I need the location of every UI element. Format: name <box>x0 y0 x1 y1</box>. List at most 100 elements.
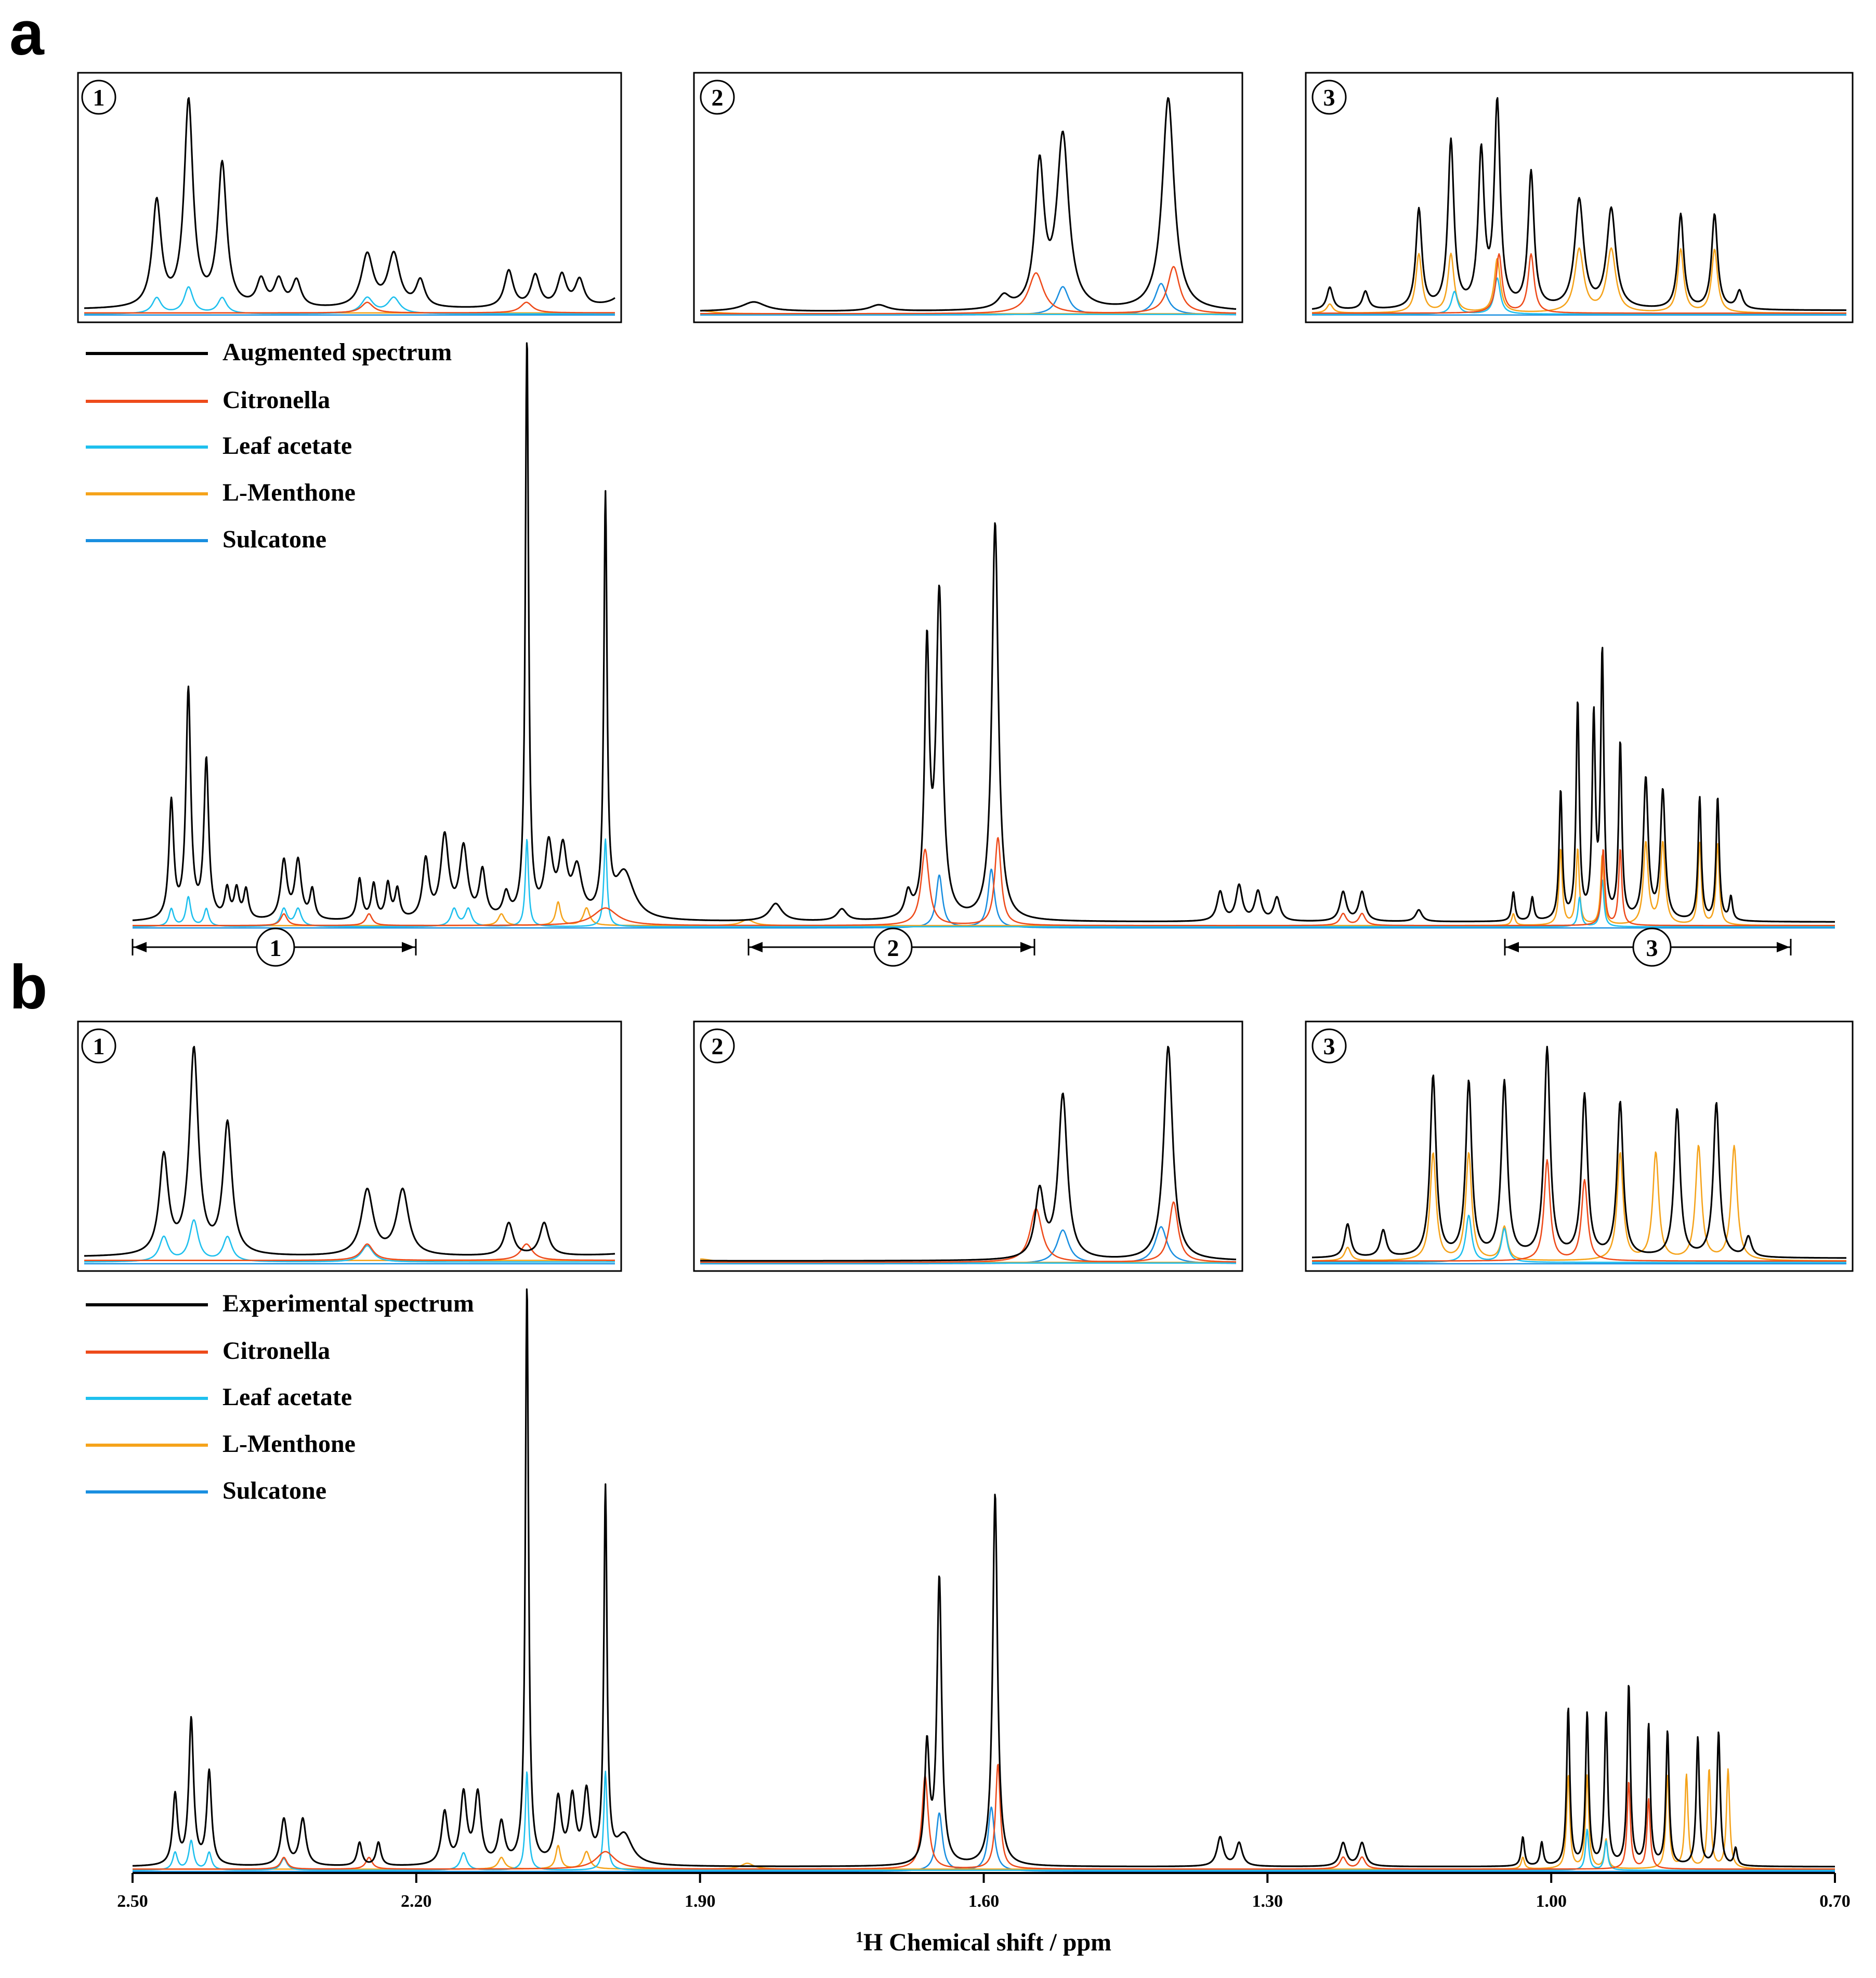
x-axis-ticks: 2.50 2.20 1.90 1.60 1.30 1.00 0.70 <box>117 1873 1851 1911</box>
legend-item-l-menthone: L-Menthone <box>86 1430 356 1458</box>
inset-badge <box>81 1028 116 1064</box>
series-line-leaf-acetate <box>132 1771 1835 1871</box>
x-tick: 2.20 <box>401 1873 432 1911</box>
x-tick-label: 1.90 <box>685 1892 716 1911</box>
panel-a-legend: Augmented spectrum Citronella Leaf aceta… <box>86 338 452 553</box>
inset-badge-label: 1 <box>93 84 105 111</box>
inset-badge-label: 2 <box>712 84 724 111</box>
panel-a: a 1 2 3 Augmented spectrum <box>9 0 1854 967</box>
series-line-leaf-acetate <box>132 838 1835 927</box>
inset-frame <box>1305 1020 1854 1272</box>
panel-a-main-spectrum <box>132 342 1835 929</box>
series-line-experimental-spectrum <box>132 1288 1835 1868</box>
bracket-arrow-right <box>402 942 415 952</box>
legend-item-sulcatone: Sulcatone <box>86 1477 326 1504</box>
legend-item-experimental: Experimental spectrum <box>86 1290 474 1317</box>
x-axis-label-main: H Chemical shift / ppm <box>863 1929 1111 1956</box>
region-bracket-1: 1 <box>132 927 417 967</box>
series-line-citronella <box>84 1243 615 1261</box>
inset-badge <box>81 80 116 115</box>
legend-item-augmented: Augmented spectrum <box>86 338 452 366</box>
panel-a-region-brackets: 1 2 3 <box>132 927 1792 967</box>
bracket-arrow-right <box>1020 942 1033 952</box>
series-line-citronella <box>700 1201 1236 1263</box>
inset-badge <box>700 1028 735 1064</box>
series-line-augmented-spectrum <box>132 342 1835 923</box>
inset-traces <box>1311 97 1847 316</box>
inset-badge <box>1311 1028 1347 1064</box>
panel-b-legend: Experimental spectrum Citronella Leaf ac… <box>86 1290 474 1504</box>
x-tick-label: 1.60 <box>968 1892 1000 1911</box>
legend-item-leaf-acetate: Leaf acetate <box>86 432 352 460</box>
x-tick-label: 2.20 <box>401 1892 432 1911</box>
bracket-arrow-left <box>750 942 763 952</box>
series-line-l-menthone <box>1311 247 1846 314</box>
inset-badge <box>700 80 735 115</box>
legend-label: Experimental spectrum <box>222 1290 474 1317</box>
x-axis-label: 1H Chemical shift / ppm <box>856 1929 1111 1957</box>
bracket-badge-label: 2 <box>887 935 899 961</box>
series-line-leaf-acetate <box>84 1219 615 1263</box>
x-tick: 2.50 <box>117 1873 148 1911</box>
panel-b-letter: b <box>9 952 47 1022</box>
x-tick-label: 2.50 <box>117 1892 148 1911</box>
legend-label: L-Menthone <box>222 479 356 506</box>
legend-item-leaf-acetate: Leaf acetate <box>86 1383 352 1411</box>
panel-b-inset-1: 1 <box>77 1020 622 1272</box>
inset-traces <box>84 97 615 316</box>
panel-b-inset-3: 3 <box>1305 1020 1854 1272</box>
inset-traces <box>1311 1045 1847 1265</box>
x-tick: 1.00 <box>1536 1873 1567 1911</box>
series-line-augmented-spectrum <box>84 97 615 309</box>
series-line-leaf-acetate <box>1312 277 1846 315</box>
panel-a-inset-2: 2 <box>693 72 1243 323</box>
series-line-augmented-spectrum <box>700 97 1237 312</box>
series-line-citronella <box>700 266 1236 315</box>
legend-label: Sulcatone <box>222 526 326 553</box>
inset-badge-label: 1 <box>93 1033 105 1059</box>
series-line-citronella <box>132 837 1835 926</box>
inset-traces <box>700 1045 1237 1265</box>
inset-frame <box>77 1020 622 1272</box>
legend-label: Leaf acetate <box>222 1383 352 1411</box>
series-line-experimental-spectrum <box>1311 1045 1847 1259</box>
inset-badge-label: 3 <box>1323 1033 1335 1059</box>
legend-label: Sulcatone <box>222 1477 326 1504</box>
panel-a-inset-1: 1 <box>77 72 622 323</box>
bracket-arrow-left <box>134 942 147 952</box>
x-axis-label-superscript: 1 <box>856 1929 863 1946</box>
region-bracket-3: 3 <box>1504 927 1792 967</box>
panel-b-main-spectrum <box>132 1288 1835 1872</box>
x-tick-label: 1.00 <box>1536 1892 1567 1911</box>
inset-traces <box>700 97 1237 316</box>
bracket-arrow-left <box>1506 942 1519 952</box>
series-line-experimental-spectrum <box>700 1045 1237 1262</box>
inset-badge <box>1311 80 1347 115</box>
legend-label: Augmented spectrum <box>222 338 452 366</box>
legend-item-sulcatone: Sulcatone <box>86 526 326 553</box>
bracket-badge-label: 1 <box>270 935 282 961</box>
legend-label: Citronella <box>222 386 330 414</box>
inset-frame <box>77 72 622 323</box>
x-tick: 0.70 <box>1819 1873 1851 1911</box>
panel-b: b 1 2 3 Experimental spectrum <box>9 952 1854 1957</box>
legend-item-citronella: Citronella <box>86 1337 330 1365</box>
series-line-citronella <box>1312 253 1846 314</box>
series-line-l-menthone <box>1312 1145 1846 1262</box>
x-tick-label: 1.30 <box>1252 1892 1283 1911</box>
legend-label: Citronella <box>222 1337 330 1365</box>
x-tick: 1.30 <box>1252 1873 1283 1911</box>
series-line-sulcatone <box>132 1806 1835 1872</box>
legend-label: L-Menthone <box>222 1430 356 1458</box>
legend-item-l-menthone: L-Menthone <box>86 479 356 506</box>
x-tick: 1.60 <box>968 1873 1000 1911</box>
bracket-arrow-right <box>1777 942 1790 952</box>
inset-badge-label: 3 <box>1323 84 1335 111</box>
x-tick: 1.90 <box>685 1873 716 1911</box>
bracket-badge-label: 3 <box>1646 935 1658 961</box>
series-line-experimental-spectrum <box>84 1045 615 1257</box>
legend-item-citronella: Citronella <box>86 386 330 414</box>
series-line-sulcatone <box>132 868 1835 929</box>
series-line-augmented-spectrum <box>1311 97 1847 311</box>
x-tick-label: 0.70 <box>1819 1892 1851 1911</box>
